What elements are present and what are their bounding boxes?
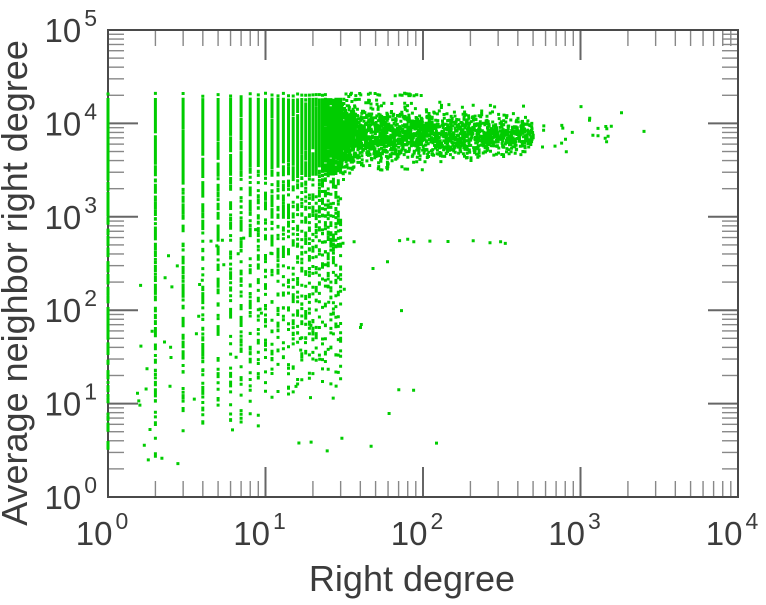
- tick-exponent: 4: [84, 98, 97, 124]
- y-tick-label: 10 3: [44, 192, 97, 236]
- tick-exponent: 0: [115, 508, 128, 534]
- tick-exponent: 0: [84, 472, 97, 498]
- tick-exponent: 3: [84, 192, 97, 218]
- tick-exponent: 3: [588, 508, 601, 534]
- tick-exponent: 5: [84, 5, 97, 31]
- x-tick-label: 10 4: [706, 508, 759, 552]
- x-tick-label: 10 3: [548, 508, 601, 552]
- tick-exponent: 1: [273, 508, 286, 534]
- x-axis-title: Right degree: [309, 558, 515, 599]
- tick-exponent: 2: [84, 285, 97, 311]
- tick-exponent: 2: [430, 508, 443, 534]
- tick-exponent: 4: [745, 508, 758, 534]
- tick-exponent: 1: [84, 379, 97, 405]
- y-axis-title: Average neighbor right degree: [0, 40, 35, 526]
